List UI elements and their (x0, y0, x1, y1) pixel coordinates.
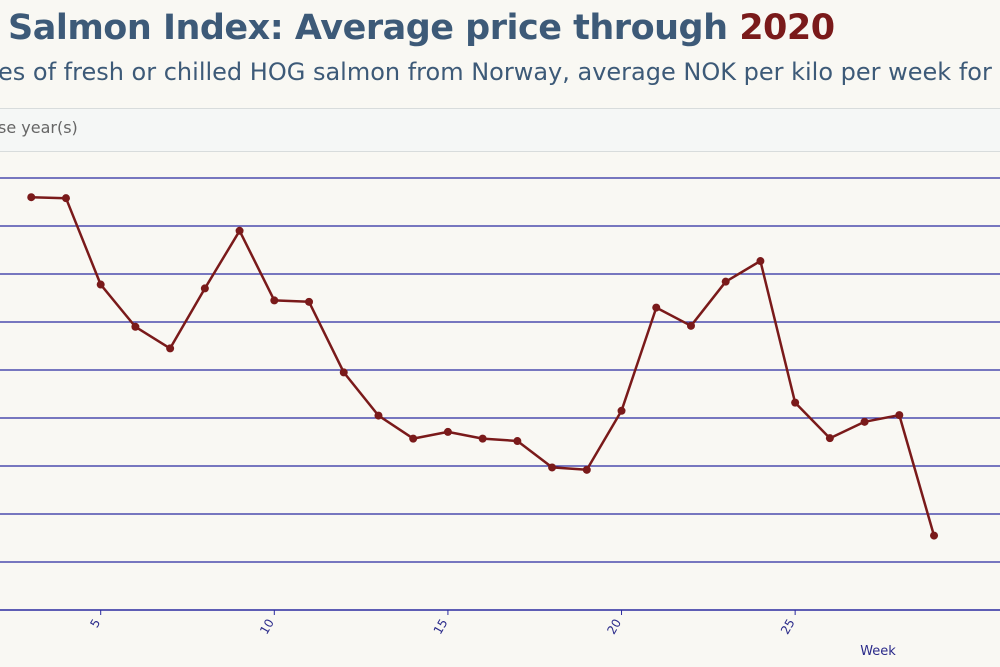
data-point-week-28[interactable] (895, 411, 904, 420)
data-point-week-27[interactable] (860, 417, 869, 426)
grid-lines (0, 177, 1000, 611)
data-point-week-17[interactable] (513, 437, 522, 446)
data-point-week-12[interactable] (339, 368, 348, 377)
x-tick-label-3: 20 (604, 617, 624, 637)
data-point-week-5[interactable] (96, 280, 105, 289)
data-point-week-18[interactable] (548, 463, 557, 472)
data-point-week-3[interactable] (27, 193, 36, 202)
data-point-week-10[interactable] (270, 296, 279, 305)
chart-title-year: 2020 (739, 8, 835, 48)
data-point-week-13[interactable] (374, 411, 383, 420)
chart-title-main: Salmon Index: Average price through (8, 8, 740, 48)
x-tick-label-0: 5 (87, 617, 103, 631)
data-point-week-9[interactable] (235, 226, 244, 235)
series-line-0 (31, 195, 936, 536)
data-point-week-20[interactable] (617, 406, 626, 415)
data-point-week-15[interactable] (443, 427, 452, 436)
year-selector-bar[interactable]: se year(s) (0, 108, 1000, 152)
data-point-week-19[interactable] (582, 465, 591, 474)
x-axis-title: Week (860, 644, 896, 659)
data-point-week-16[interactable] (478, 434, 487, 443)
x-tick-label-1: 10 (257, 617, 277, 637)
data-point-week-6[interactable] (131, 322, 140, 331)
data-point-week-24[interactable] (756, 257, 765, 266)
data-point-week-21[interactable] (652, 303, 661, 312)
data-point-week-4[interactable] (61, 194, 70, 203)
year-selector-label: se year(s) (0, 118, 78, 137)
data-point-week-14[interactable] (409, 434, 418, 443)
series-2020 (27, 193, 939, 540)
data-point-week-8[interactable] (200, 284, 209, 293)
data-point-week-29[interactable] (930, 531, 939, 540)
data-point-week-25[interactable] (791, 398, 800, 407)
x-axis: 5 10 15 20 25 Week (87, 610, 896, 659)
x-tick-label-4: 25 (778, 617, 798, 637)
data-point-week-7[interactable] (166, 344, 175, 353)
data-point-week-11[interactable] (305, 297, 314, 306)
x-tick-label-2: 15 (431, 617, 451, 637)
data-point-week-22[interactable] (686, 321, 695, 330)
chart-subtitle: es of fresh or chilled HOG salmon from N… (0, 58, 992, 86)
chart-title: Salmon Index: Average price through 2020 (8, 8, 835, 48)
data-point-week-26[interactable] (825, 434, 834, 443)
data-point-week-23[interactable] (721, 277, 730, 286)
